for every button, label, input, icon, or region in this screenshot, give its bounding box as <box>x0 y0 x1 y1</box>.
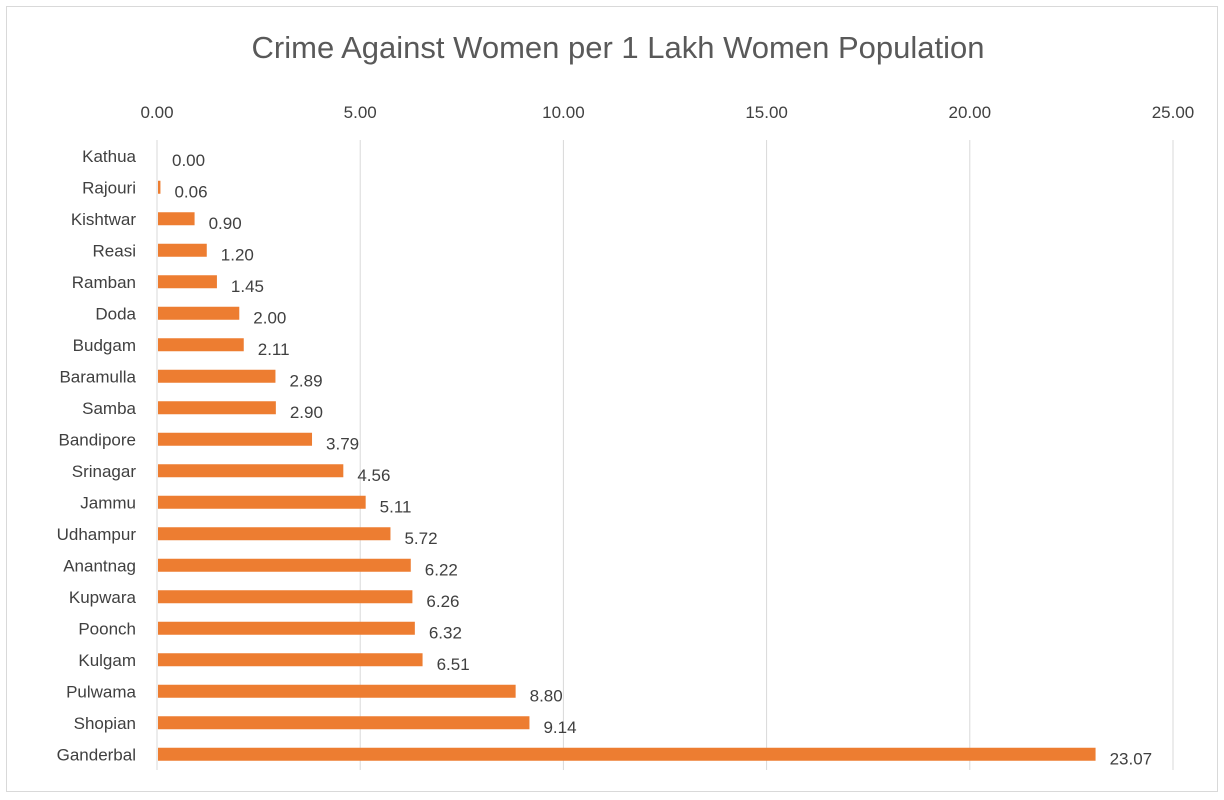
bar <box>158 369 276 383</box>
category-label: Budgam <box>73 336 136 355</box>
bar <box>158 180 161 194</box>
bar <box>158 747 1096 761</box>
data-label: 23.07 <box>1110 749 1153 768</box>
category-label: Kathua <box>82 147 136 166</box>
data-label: 4.56 <box>357 466 390 485</box>
category-label: Baramulla <box>59 367 136 386</box>
bar <box>158 212 195 226</box>
category-label: Poonch <box>78 619 136 638</box>
data-label: 1.20 <box>221 245 254 264</box>
x-tick-label: 15.00 <box>745 103 788 122</box>
x-tick-label: 0.00 <box>140 103 173 122</box>
bar <box>158 243 207 257</box>
bar <box>158 401 276 415</box>
data-label: 2.90 <box>290 403 323 422</box>
bar <box>158 621 415 635</box>
category-label: Rajouri <box>82 178 136 197</box>
bar <box>158 558 411 572</box>
chart-title: Crime Against Women per 1 Lakh Women Pop… <box>251 30 985 65</box>
x-tick-label: 25.00 <box>1152 103 1195 122</box>
data-label: 5.72 <box>404 529 437 548</box>
data-label: 2.00 <box>253 308 286 327</box>
x-tick-label: 20.00 <box>949 103 992 122</box>
category-label: Reasi <box>93 241 136 260</box>
category-label: Anantnag <box>63 556 136 575</box>
data-label: 0.06 <box>174 182 207 201</box>
bar <box>158 653 423 667</box>
data-label: 8.80 <box>530 686 563 705</box>
data-label: 2.11 <box>258 340 290 359</box>
data-label: 2.89 <box>289 371 322 390</box>
data-label: 6.32 <box>429 623 462 642</box>
category-label: Shopian <box>74 714 136 733</box>
bar <box>158 432 313 446</box>
category-label: Ramban <box>72 273 136 292</box>
category-label: Udhampur <box>57 525 137 544</box>
category-label: Kupwara <box>69 588 137 607</box>
bar <box>158 338 244 352</box>
data-label: 3.79 <box>326 434 359 453</box>
x-tick-label: 5.00 <box>344 103 377 122</box>
data-label: 1.45 <box>231 277 264 296</box>
bar <box>158 527 391 541</box>
data-label: 6.26 <box>426 592 459 611</box>
bar <box>158 684 516 698</box>
category-label: Srinagar <box>72 462 137 481</box>
data-label: 6.22 <box>425 560 458 579</box>
category-label: Bandipore <box>58 430 136 449</box>
data-label: 6.51 <box>437 655 470 674</box>
x-tick-label: 10.00 <box>542 103 585 122</box>
category-label: Ganderbal <box>57 745 136 764</box>
bar <box>158 590 413 604</box>
bar <box>158 716 530 730</box>
data-label: 0.90 <box>209 214 242 233</box>
bar <box>158 495 366 509</box>
data-label: 9.14 <box>543 718 576 737</box>
bar <box>158 464 344 478</box>
category-label: Doda <box>95 304 136 323</box>
data-label: 5.11 <box>380 497 412 516</box>
category-label: Samba <box>82 399 136 418</box>
data-label: 0.00 <box>172 151 205 170</box>
category-label: Kishtwar <box>71 210 137 229</box>
bar <box>158 306 240 320</box>
bar <box>158 275 217 289</box>
category-label: Pulwama <box>66 682 136 701</box>
category-label: Jammu <box>80 493 136 512</box>
category-label: Kulgam <box>78 651 136 670</box>
